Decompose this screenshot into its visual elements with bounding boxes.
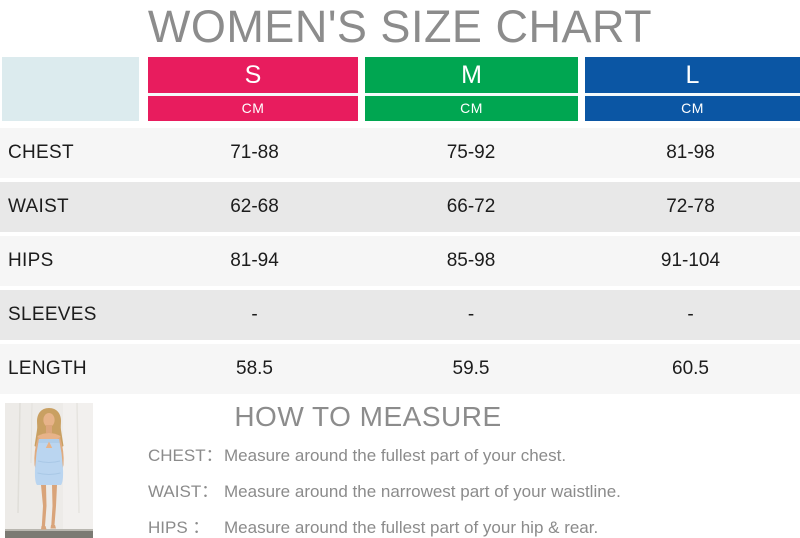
size-column-m-unit: CM	[365, 96, 578, 121]
cell-value: 71-88	[230, 142, 279, 163]
cell-value: 66-72	[446, 196, 496, 217]
size-column-l-unit: CM	[585, 96, 800, 121]
instruction-chest: CHEST：Measure around the fullest part of…	[148, 438, 708, 474]
table-row-chest: CHEST 71-88 75-92 81-98	[0, 128, 800, 178]
product-photo	[5, 403, 93, 538]
table-row-hips: HIPS 81-94 85-98 91-104	[0, 236, 800, 286]
size-column-m-label: M	[365, 57, 578, 93]
row-label: WAIST	[8, 196, 69, 217]
model-in-dress-image	[5, 403, 93, 538]
cell-value: 60.5	[672, 358, 709, 379]
table-row-waist: WAIST 62-68 66-72 72-78	[0, 182, 800, 232]
size-column-s-unit: CM	[148, 96, 358, 121]
cell-value: 85-98	[446, 250, 496, 271]
size-table-body: CHEST 71-88 75-92 81-98 WAIST 62-68 66-7…	[0, 128, 800, 398]
cell-value: -	[467, 304, 475, 325]
cell-value: 58.5	[236, 358, 273, 379]
page-title: WOMEN'S SIZE CHART	[147, 1, 653, 52]
size-column-s-label: S	[148, 57, 358, 93]
cell-value: 62-68	[230, 196, 279, 217]
row-label: CHEST	[8, 142, 74, 163]
instruction-label: CHEST：	[148, 446, 223, 465]
table-row-length: LENGTH 58.5 59.5 60.5	[0, 344, 800, 394]
size-column-s: S CM	[148, 57, 358, 121]
cell-value: -	[687, 304, 694, 325]
row-label: SLEEVES	[8, 304, 97, 325]
column-divider	[365, 93, 578, 96]
table-row-sleeves: SLEEVES - - -	[0, 290, 800, 340]
size-column-l: L CM	[585, 57, 800, 121]
column-divider	[585, 93, 800, 96]
instruction-waist: WAIST： Measure around the narrowest part …	[148, 474, 708, 510]
instruction-text: Measure around the narrowest part of you…	[224, 482, 621, 501]
how-to-measure-heading: HOW TO MEASURE	[234, 401, 502, 432]
cell-value: 81-98	[666, 142, 715, 163]
table-corner-cell	[2, 57, 139, 121]
cell-value: 91-104	[660, 250, 721, 271]
instruction-label: WAIST：	[148, 482, 219, 501]
cell-value: 75-92	[446, 142, 496, 163]
instruction-text: Measure around the fullest part of your …	[224, 446, 567, 465]
cell-value: -	[251, 304, 258, 325]
instruction-hips: HIPS ： Measure around the fullest part of…	[148, 510, 708, 538]
cell-value: 81-94	[230, 250, 279, 271]
cell-value: 59.5	[452, 358, 490, 379]
instruction-label: HIPS ：	[148, 518, 210, 537]
row-label: HIPS	[8, 250, 54, 271]
instruction-text: Measure around the fullest part of your …	[224, 518, 599, 537]
column-divider	[148, 93, 358, 96]
size-column-l-label: L	[585, 57, 800, 93]
row-label: LENGTH	[8, 358, 87, 379]
size-column-m: M CM	[365, 57, 578, 121]
measure-instructions: CHEST：Measure around the fullest part of…	[148, 438, 708, 538]
cell-value: 72-78	[666, 196, 715, 217]
